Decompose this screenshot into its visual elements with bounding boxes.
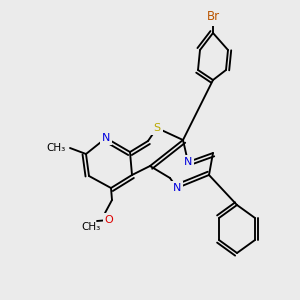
Text: N: N	[102, 133, 110, 143]
Text: N: N	[184, 157, 192, 167]
Text: N: N	[173, 183, 181, 193]
Text: CH₃: CH₃	[81, 222, 101, 232]
Text: CH₃: CH₃	[47, 143, 66, 153]
Text: Br: Br	[206, 11, 220, 23]
Text: O: O	[105, 215, 113, 225]
Text: S: S	[153, 123, 161, 133]
